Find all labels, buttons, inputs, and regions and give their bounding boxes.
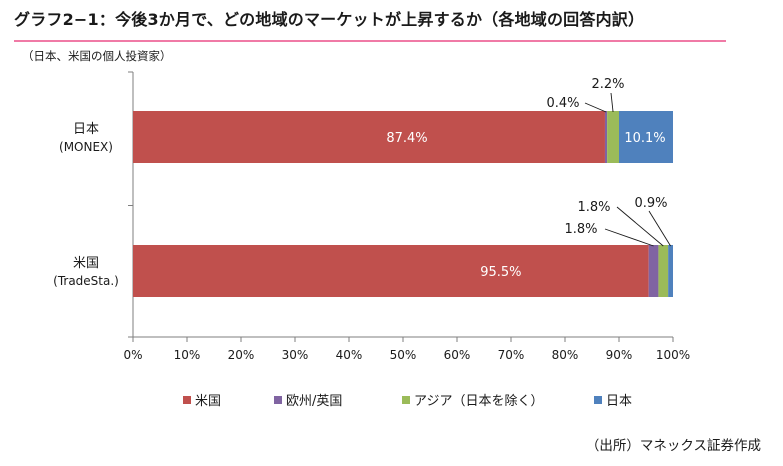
bar-segment <box>604 111 608 163</box>
x-tick-label: 20% <box>228 348 255 362</box>
legend-label: 欧州/英国 <box>286 394 342 409</box>
x-tick-label: 100% <box>656 348 690 362</box>
x-tick-label: 50% <box>390 348 417 362</box>
data-label: 1.8% <box>564 222 597 237</box>
data-label: 87.4% <box>386 131 427 146</box>
legend-label: 米国 <box>195 394 221 409</box>
x-tick-label: 10% <box>174 348 201 362</box>
bar-segment <box>658 245 669 297</box>
callout-leader <box>648 210 671 247</box>
data-label: 95.5% <box>480 265 521 280</box>
bar-segment <box>133 245 649 297</box>
x-tick-label: 30% <box>282 348 309 362</box>
x-tick-label: 0% <box>123 348 142 362</box>
title-underline <box>14 40 726 42</box>
chart-title: グラフ2−1：今後3か月で、どの地域のマーケットが上昇するか（各地域の回答内訳） <box>14 10 645 29</box>
category-label: 日本 <box>73 122 99 137</box>
callout-leader <box>584 102 607 113</box>
callout-leader <box>604 228 654 247</box>
source-note: （出所）マネックス証券作成 <box>585 438 761 454</box>
legend-label: 日本 <box>606 394 632 409</box>
category-label: 米国 <box>73 256 99 271</box>
data-label: 1.8% <box>577 200 610 215</box>
legend-swatch <box>402 396 410 404</box>
bar-segment <box>668 245 673 297</box>
x-tick-label: 80% <box>552 348 579 362</box>
bar-segment <box>133 111 605 163</box>
category-sublabel: (MONEX) <box>59 140 113 154</box>
legend-swatch <box>183 396 191 404</box>
data-label: 10.1% <box>624 131 665 146</box>
chart-subtitle: （日本、米国の個人投資家） <box>22 49 172 63</box>
callout-leader <box>616 206 664 247</box>
data-label: 2.2% <box>591 77 624 92</box>
category-sublabel: (TradeSta.) <box>53 274 119 288</box>
callout-leader <box>610 92 614 113</box>
bar-segment <box>607 111 619 163</box>
x-tick-label: 70% <box>498 348 525 362</box>
data-label: 0.4% <box>546 96 579 111</box>
x-tick-label: 60% <box>444 348 471 362</box>
bar-segment <box>619 111 673 163</box>
legend-swatch <box>594 396 602 404</box>
data-label: 0.9% <box>634 196 667 211</box>
x-tick-label: 90% <box>606 348 633 362</box>
legend-label: アジア（日本を除く） <box>414 394 543 409</box>
bar-segment <box>648 245 659 297</box>
legend-swatch <box>274 396 282 404</box>
x-tick-label: 40% <box>336 348 363 362</box>
